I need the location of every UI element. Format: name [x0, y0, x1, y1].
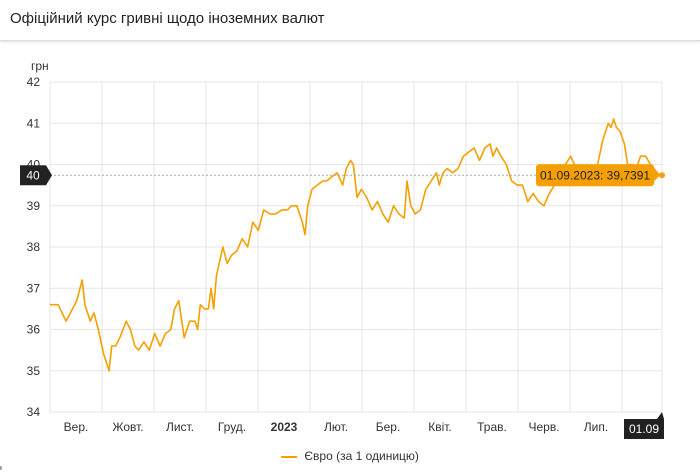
page-title: Офіційний курс гривні щодо іноземних вал… [10, 10, 325, 27]
y-tick-label: 36 [27, 323, 41, 337]
pagination-dot-icon [0, 466, 2, 470]
x-tick-labels: Вер. Жовт. Лист. Груд. 2023 Лют. Бер. Квіт. Трав… [64, 420, 609, 434]
y-crosshair-badge [20, 165, 46, 186]
x-tick-label: Трав. [477, 420, 507, 434]
x-tick-label: Жовт. [112, 420, 143, 434]
x-tick-label: Груд. [218, 420, 246, 434]
tooltip-text: 01.09.2023: 39,7391 [540, 168, 650, 182]
y-tick-label: 42 [27, 75, 41, 89]
y-tick-label: 39 [27, 199, 41, 213]
x-tick-label: 2023 [271, 420, 298, 434]
series-euro [50, 118, 660, 372]
crosshair: 40 01.09 01.09.2023: 39,7391 [20, 164, 665, 439]
x-tick-label: Бер. [376, 420, 401, 434]
tooltip-arrow [654, 169, 660, 182]
x-tick-label: Лип. [584, 420, 608, 434]
tooltip-box [536, 164, 654, 187]
x-tick-label: Вер. [64, 420, 89, 434]
y-tick-labels: 34 35 36 37 38 39 40 41 42 [27, 75, 41, 419]
legend-label: Євро (за 1 одиницю) [304, 449, 419, 463]
x-tick-label: Черв. [528, 420, 559, 434]
y-axis-unit-label: грн [31, 59, 49, 73]
y-gridlines [50, 81, 662, 413]
x-tick-label: Лист. [166, 420, 194, 434]
y-tick-label: 37 [27, 281, 41, 295]
legend-line-icon [281, 455, 298, 458]
crosshair-point [659, 172, 665, 179]
x-crosshair-badge-arrow [657, 412, 664, 419]
y-tick-label: 35 [27, 364, 41, 378]
y-crosshair-badge-label: 40 [26, 168, 40, 182]
y-crosshair-badge-arrow [46, 165, 52, 186]
y-tick-label: 41 [27, 116, 41, 130]
y-tick-label: 34 [27, 405, 41, 419]
legend[interactable]: Євро (за 1 одиницю) [0, 449, 700, 463]
x-crosshair-badge-label: 01.09 [629, 422, 659, 436]
x-tick-label: Лют. [324, 420, 348, 434]
x-crosshair-badge [624, 419, 664, 439]
x-tick-label: Квіт. [428, 420, 452, 434]
y-tick-label: 38 [27, 240, 41, 254]
chart-header: Офіційний курс гривні щодо іноземних вал… [0, 0, 700, 41]
series-line [50, 118, 660, 372]
